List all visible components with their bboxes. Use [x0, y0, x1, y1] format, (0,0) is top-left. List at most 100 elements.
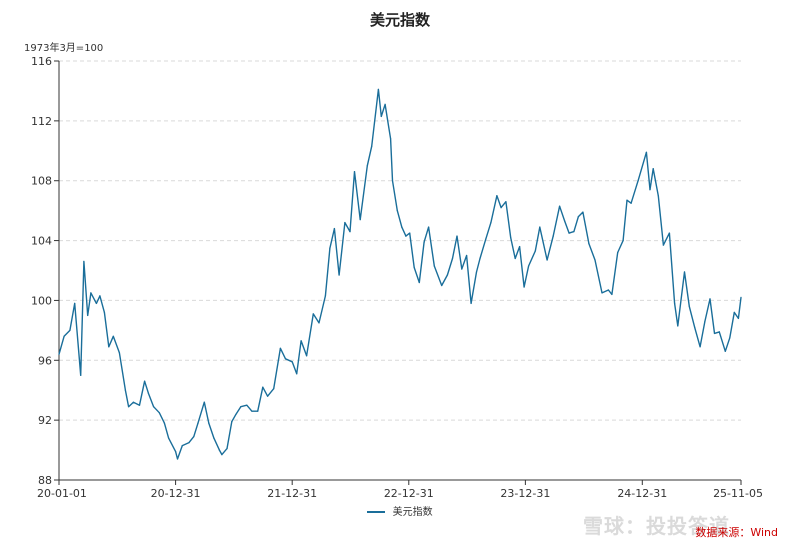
data-point [428, 226, 430, 228]
data-point [63, 335, 65, 337]
data-point [318, 322, 320, 324]
data-point [573, 231, 575, 233]
data-point [74, 302, 76, 304]
data-point [496, 195, 498, 197]
data-point [312, 313, 314, 315]
data-point [87, 314, 89, 316]
data-point [333, 228, 335, 230]
data-point [349, 231, 351, 233]
x-tick-label: 24-12-31 [617, 487, 667, 500]
data-point [466, 254, 468, 257]
data-point [568, 232, 570, 234]
data-point [649, 189, 651, 191]
data-point [456, 235, 458, 237]
legend[interactable]: 美元指数 [0, 503, 800, 518]
data-point [534, 250, 536, 252]
data-point [69, 329, 71, 331]
x-tick-label: 25-11-05 [713, 487, 763, 500]
grid-lines [59, 60, 741, 421]
data-point [611, 293, 613, 295]
data-point [564, 220, 566, 222]
legend-label: 美元指数 [392, 507, 433, 518]
x-tick-label: 20-12-31 [151, 487, 201, 500]
data-point [461, 268, 463, 270]
data-point [637, 180, 639, 182]
data-point [344, 222, 346, 224]
data-point [153, 406, 155, 408]
data-point [588, 243, 590, 245]
data-point [83, 260, 85, 263]
data-point [718, 331, 720, 333]
data-point [423, 241, 425, 243]
legend-swatch [367, 511, 386, 513]
data-point [418, 281, 420, 284]
data-point [251, 410, 253, 412]
series-line-usd-index [58, 88, 742, 460]
x-tick-label: 22-12-31 [384, 487, 434, 500]
data-point [279, 347, 281, 349]
data-point [552, 235, 554, 237]
data-point [470, 302, 472, 304]
data-point [390, 138, 392, 140]
data-point [132, 401, 134, 403]
data-point [267, 395, 269, 397]
data-point [124, 389, 126, 391]
data-point [594, 259, 596, 261]
data-point [699, 346, 701, 348]
data-point [284, 358, 287, 360]
data-point [359, 219, 361, 221]
series-group [58, 88, 742, 460]
data-point [213, 437, 215, 439]
data-point [377, 88, 379, 90]
data-point [622, 240, 624, 242]
data-point [729, 337, 731, 339]
data-point [208, 422, 210, 424]
data-point [409, 232, 411, 234]
y-tick-label: 108 [31, 175, 52, 188]
data-point [235, 413, 237, 415]
data-point [546, 259, 548, 261]
data-point [306, 355, 308, 357]
y-axis-unit-label: 1973年3月=100 [24, 43, 104, 54]
data-point [740, 296, 742, 298]
data-point [405, 235, 407, 237]
data-point [193, 436, 195, 438]
data-point [668, 232, 671, 234]
data-point [226, 448, 228, 450]
y-tick-label: 88 [38, 474, 52, 487]
x-tick-label: 20-01-01 [37, 487, 87, 500]
data-point [158, 412, 160, 414]
data-point [221, 454, 223, 456]
data-point [181, 445, 183, 447]
data-point [176, 458, 179, 460]
data-point [108, 346, 110, 348]
data-point [674, 302, 676, 304]
data-point [475, 271, 478, 273]
data-point [396, 210, 398, 212]
data-point [652, 168, 654, 170]
data-point [645, 151, 648, 153]
data-point [147, 392, 149, 394]
data-point [490, 222, 492, 224]
data-point [353, 171, 356, 173]
data-point [657, 195, 659, 197]
data-point [433, 265, 435, 267]
data-point [273, 388, 275, 390]
data-point [262, 386, 264, 388]
data-point [324, 295, 326, 297]
data-point [188, 442, 190, 444]
data-point [528, 265, 530, 267]
watermark-logo: 雪球：投投答道 [583, 514, 730, 538]
data-point [296, 373, 298, 375]
data-point [514, 257, 516, 260]
data-point [103, 311, 105, 313]
data-point [683, 271, 686, 273]
data-point [485, 238, 487, 240]
data-point [291, 361, 293, 363]
data-point [371, 145, 373, 147]
data-point [582, 211, 584, 213]
data-point [677, 325, 679, 327]
data-point [446, 274, 448, 276]
data-point [709, 298, 711, 300]
